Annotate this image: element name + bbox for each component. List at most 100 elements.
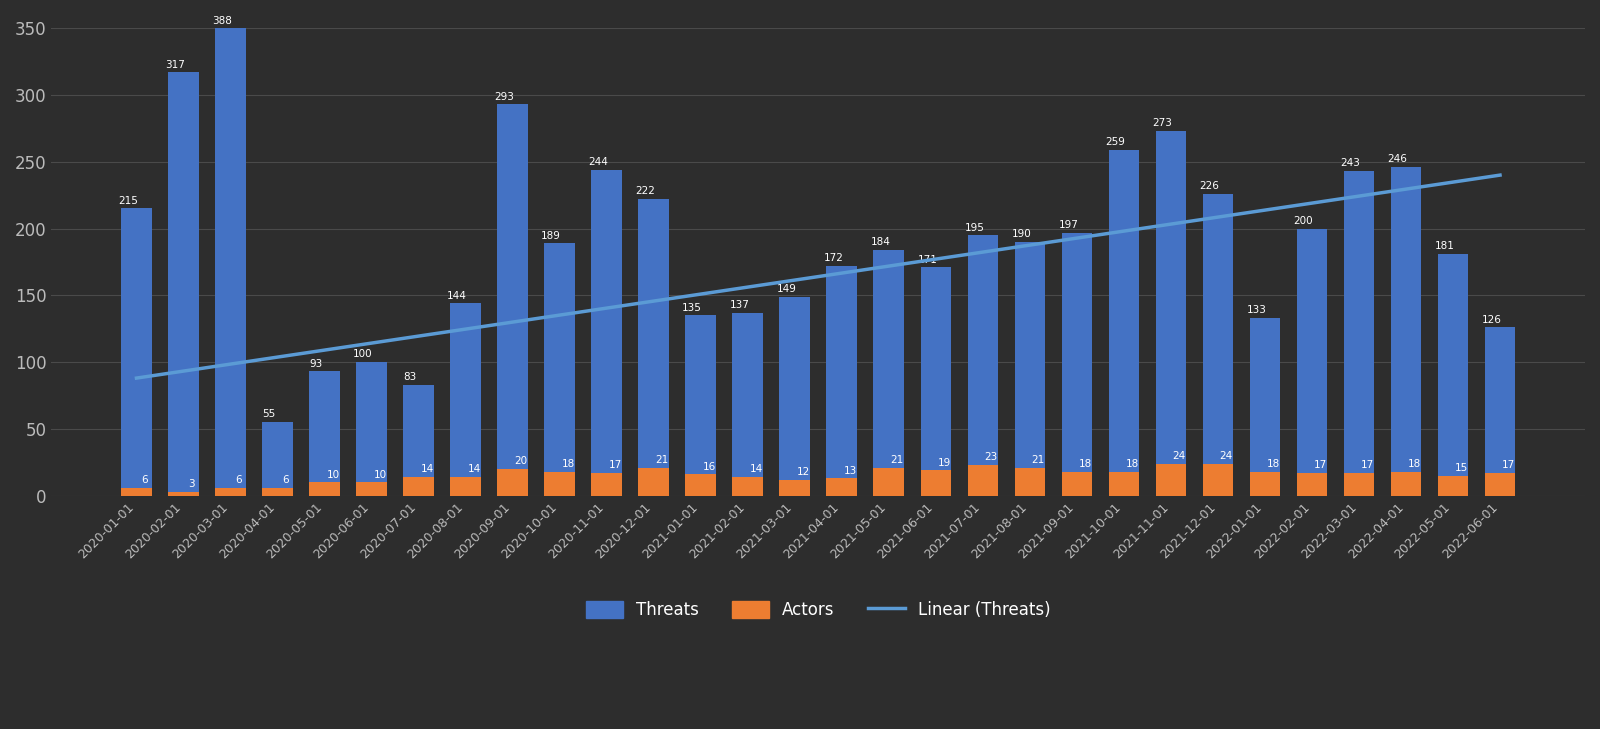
Linear (Threats) <box>738 283 757 292</box>
Bar <box>216 0 246 496</box>
Linear (Threats) <box>832 269 851 278</box>
Bar <box>1344 171 1374 496</box>
Bar <box>592 170 622 496</box>
Linear (Threats) <box>878 262 898 270</box>
Bar <box>1203 464 1234 496</box>
Text: 135: 135 <box>682 303 702 313</box>
Bar <box>592 473 622 496</box>
Linear (Threats) <box>1349 192 1368 200</box>
Linear (Threats) <box>502 318 522 327</box>
Legend: Threats, Actors, Linear (Threats): Threats, Actors, Linear (Threats) <box>578 593 1059 628</box>
Bar <box>122 488 152 496</box>
Text: 181: 181 <box>1435 241 1454 252</box>
Text: 83: 83 <box>403 372 416 382</box>
Linear (Threats) <box>550 311 570 319</box>
Linear (Threats) <box>926 254 946 263</box>
Bar <box>1014 467 1045 496</box>
Bar <box>498 104 528 496</box>
Linear (Threats) <box>973 248 992 257</box>
Text: 195: 195 <box>965 222 984 233</box>
Bar <box>733 477 763 496</box>
Text: 244: 244 <box>589 157 608 167</box>
Bar <box>168 72 198 496</box>
Text: 259: 259 <box>1106 137 1125 147</box>
Text: 15: 15 <box>1454 463 1469 473</box>
Bar <box>450 477 482 496</box>
Text: 215: 215 <box>118 196 138 206</box>
Bar <box>638 199 669 496</box>
Bar <box>1109 149 1139 496</box>
Bar <box>262 422 293 496</box>
Text: 6: 6 <box>235 475 242 485</box>
Bar <box>1296 228 1328 496</box>
Text: 171: 171 <box>917 254 938 265</box>
Linear (Threats) <box>126 374 146 383</box>
Text: 55: 55 <box>262 410 275 419</box>
Text: 17: 17 <box>1502 460 1515 470</box>
Linear (Threats) <box>267 353 286 362</box>
Bar <box>920 268 950 496</box>
Text: 17: 17 <box>1360 460 1374 470</box>
Text: 144: 144 <box>448 291 467 300</box>
Text: 273: 273 <box>1152 118 1173 128</box>
Text: 18: 18 <box>1126 459 1139 469</box>
Text: 17: 17 <box>1314 460 1326 470</box>
Line: Linear (Threats): Linear (Threats) <box>136 175 1501 378</box>
Linear (Threats) <box>1162 219 1181 228</box>
Bar <box>450 303 482 496</box>
Bar <box>779 480 810 496</box>
Text: 197: 197 <box>1059 220 1078 230</box>
Bar <box>403 385 434 496</box>
Bar <box>874 250 904 496</box>
Bar <box>1344 473 1374 496</box>
Text: 293: 293 <box>494 92 514 101</box>
Text: 20: 20 <box>515 456 528 467</box>
Text: 190: 190 <box>1011 229 1032 239</box>
Text: 189: 189 <box>541 230 562 241</box>
Text: 133: 133 <box>1246 305 1266 316</box>
Bar <box>827 478 858 496</box>
Linear (Threats) <box>1443 178 1462 187</box>
Text: 10: 10 <box>326 469 339 480</box>
Text: 19: 19 <box>938 458 950 467</box>
Linear (Threats) <box>645 297 664 305</box>
Bar <box>1485 327 1515 496</box>
Text: 226: 226 <box>1200 181 1219 191</box>
Bar <box>1250 472 1280 496</box>
Bar <box>638 467 669 496</box>
Bar <box>1203 194 1234 496</box>
Linear (Threats) <box>174 367 194 375</box>
Bar <box>1438 475 1469 496</box>
Text: 14: 14 <box>749 464 763 475</box>
Text: 18: 18 <box>1078 459 1091 469</box>
Linear (Threats) <box>1114 227 1133 235</box>
Bar <box>357 362 387 496</box>
Text: 16: 16 <box>702 461 715 472</box>
Linear (Threats) <box>1208 213 1227 222</box>
Bar <box>544 472 574 496</box>
Bar <box>168 491 198 496</box>
Text: 317: 317 <box>165 60 186 69</box>
Bar <box>1250 318 1280 496</box>
Text: 6: 6 <box>283 475 290 485</box>
Text: 126: 126 <box>1482 315 1501 324</box>
Linear (Threats) <box>691 289 710 298</box>
Bar <box>1155 464 1186 496</box>
Text: 14: 14 <box>467 464 480 475</box>
Text: 12: 12 <box>797 467 810 477</box>
Text: 21: 21 <box>1032 455 1045 465</box>
Bar <box>968 465 998 496</box>
Bar <box>779 297 810 496</box>
Bar <box>685 316 715 496</box>
Bar <box>357 483 387 496</box>
Bar <box>1109 472 1139 496</box>
Bar <box>122 208 152 496</box>
Bar <box>874 467 904 496</box>
Linear (Threats) <box>1491 171 1510 179</box>
Bar <box>733 313 763 496</box>
Text: 243: 243 <box>1341 158 1360 168</box>
Bar <box>1438 254 1469 496</box>
Bar <box>309 483 339 496</box>
Linear (Threats) <box>1397 184 1416 193</box>
Linear (Threats) <box>362 339 381 348</box>
